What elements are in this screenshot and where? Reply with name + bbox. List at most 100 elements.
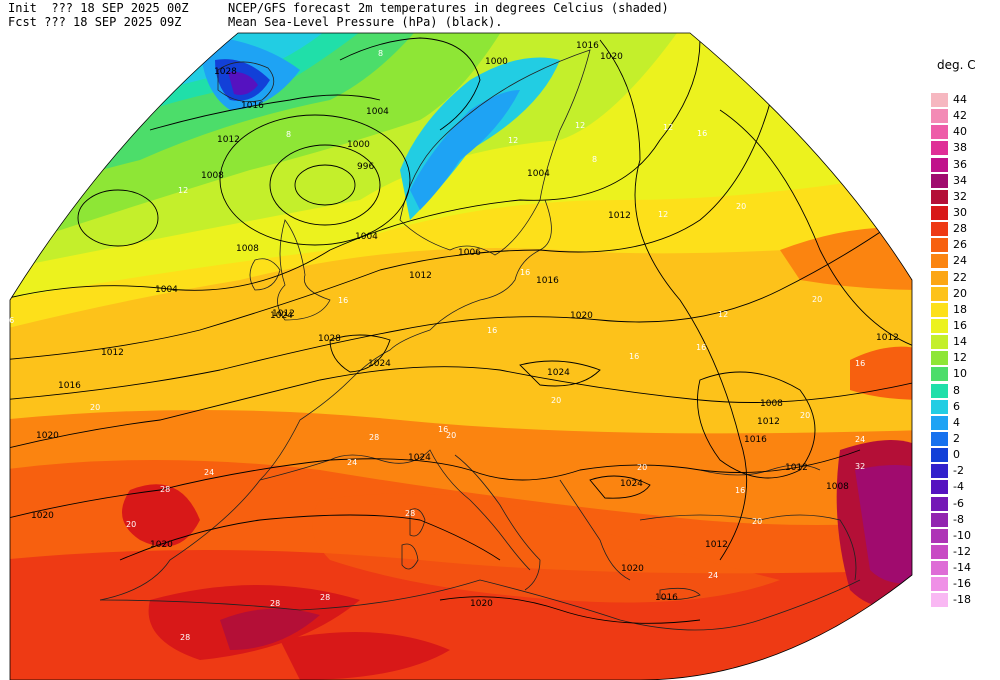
isobar-label: 1020: [470, 599, 493, 609]
legend-label: -8: [953, 512, 964, 526]
legend-label: 4: [953, 415, 960, 429]
isobars: [10, 37, 912, 624]
isobar-label: 1012: [705, 540, 728, 550]
isobar-label: 1004: [527, 169, 550, 179]
legend-label: 16: [953, 318, 967, 332]
isobar-label: 1016: [58, 381, 81, 391]
temp-label: 20: [551, 396, 561, 405]
temp-label: 20: [637, 463, 647, 472]
legend-label: 38: [953, 141, 967, 155]
temp-label: 16: [855, 359, 865, 368]
legend-row: -12: [931, 544, 991, 560]
isobar-label: 1012: [101, 348, 124, 358]
legend-row: 38: [931, 140, 991, 156]
isobar-label: 1016: [241, 101, 264, 111]
isobar-label: 1008: [236, 244, 259, 254]
legend-row: -4: [931, 479, 991, 495]
temp-label: 24: [204, 468, 214, 477]
temp-label: 12: [508, 136, 518, 145]
legend-swatch: [931, 109, 948, 124]
temp-label: 12: [718, 310, 728, 319]
isobar-label: 1004: [366, 107, 389, 117]
legend-label: 2: [953, 431, 960, 445]
temp-label: 32: [855, 462, 865, 471]
legend-label: 6: [953, 399, 960, 413]
legend-row: 8: [931, 383, 991, 399]
isobar-label: 1024: [408, 453, 431, 463]
temp-label: 24: [708, 571, 718, 580]
temp-label: 8: [286, 130, 291, 139]
isobar-label: 1004: [355, 232, 378, 242]
temp-label: 28: [369, 433, 379, 442]
legend-row: -16: [931, 576, 991, 592]
isobar-label: 1020: [600, 52, 623, 62]
legend-swatch: [931, 335, 948, 350]
legend-row: 4: [931, 415, 991, 431]
legend-row: -10: [931, 528, 991, 544]
temp-label: 28: [405, 509, 415, 518]
temp-label: 28: [180, 633, 190, 642]
temperature-shading: [10, 33, 912, 680]
isobar-label: 1008: [760, 399, 783, 409]
legend-row: 12: [931, 350, 991, 366]
isobar-label: 1012: [608, 211, 631, 221]
isobar-label: 1020: [150, 540, 173, 550]
legend-swatch: [931, 141, 948, 156]
isobar-label: 1020: [36, 431, 59, 441]
temp-label: 20: [446, 431, 456, 440]
legend-swatch: [931, 125, 948, 140]
legend-row: -14: [931, 560, 991, 576]
legend-swatch: [931, 544, 948, 559]
isobar-label: 1000: [347, 140, 370, 150]
temp-label: 24: [347, 458, 357, 467]
legend-swatch: [931, 464, 948, 479]
isobar-label: 1004: [155, 285, 178, 295]
legend-swatch: [931, 222, 948, 237]
legend-label: 12: [953, 351, 967, 365]
legend-row: 0: [931, 447, 991, 463]
title-line-2: Mean Sea-Level Pressure (hPa) (black).: [228, 15, 503, 29]
legend-row: 18: [931, 302, 991, 318]
temp-label: 12: [178, 186, 188, 195]
fcst-label: Fcst ??? 18 SEP 2025 09Z: [8, 15, 182, 29]
legend-swatch: [931, 577, 948, 592]
temp-label: 20: [812, 295, 822, 304]
temp-label: 28: [320, 593, 330, 602]
isobar-label: 1024: [620, 479, 643, 489]
legend-label: 18: [953, 302, 967, 316]
isobar-label: 1016: [744, 435, 767, 445]
isobar-label: 1016: [536, 276, 559, 286]
legend-row: 32: [931, 189, 991, 205]
legend-row: 42: [931, 108, 991, 124]
temp-label: 12: [663, 123, 673, 132]
temp-label: 20: [752, 517, 762, 526]
legend-row: -2: [931, 463, 991, 479]
legend-label: -10: [953, 528, 971, 542]
legend-unit: deg. C: [937, 58, 976, 72]
legend-row: -18: [931, 592, 991, 608]
legend-swatch: [931, 496, 948, 511]
fcst-line: Fcst ??? 18 SEP 2025 09Z Mean Sea-Level P…: [8, 15, 503, 29]
legend-row: 22: [931, 270, 991, 286]
isobar-label: 1000: [485, 57, 508, 67]
isobar-label: 1012: [409, 271, 432, 281]
legend-swatch: [931, 351, 948, 366]
isobar-label: 1024: [270, 311, 293, 321]
legend-label: -2: [953, 464, 964, 478]
legend-swatch: [931, 383, 948, 398]
temp-label: 20: [800, 411, 810, 420]
legend-label: -14: [953, 561, 971, 575]
legend-swatch: [931, 93, 948, 107]
legend-row: -8: [931, 512, 991, 528]
legend-label: -4: [953, 480, 964, 494]
legend-swatch: [931, 399, 948, 414]
legend-label: 32: [953, 189, 967, 203]
isobar-label: 1006: [458, 248, 481, 258]
legend-swatch: [931, 302, 948, 317]
legend-swatch: [931, 286, 948, 301]
isobar-label: 996: [357, 162, 374, 172]
legend-label: -12: [953, 544, 971, 558]
legend-swatch: [931, 318, 948, 333]
isobar-label: 1024: [547, 368, 570, 378]
legend-label: 0: [953, 448, 960, 462]
